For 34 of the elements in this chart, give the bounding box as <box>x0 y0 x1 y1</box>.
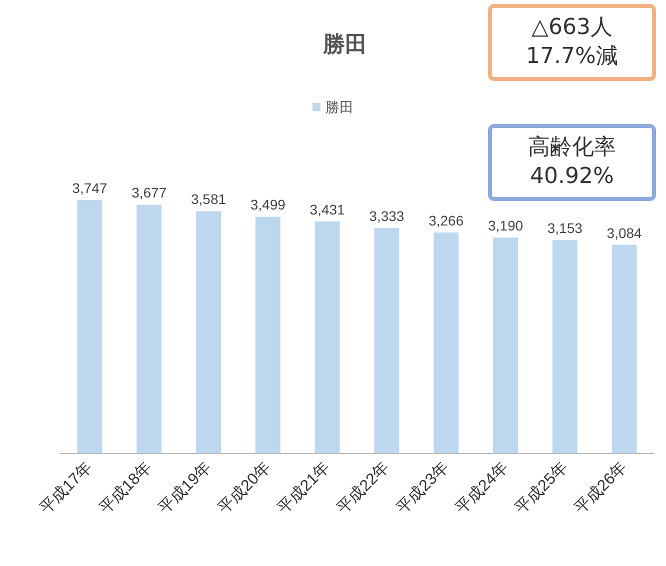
bar <box>136 204 162 453</box>
x-tick-label: 平成23年 <box>392 458 452 518</box>
x-tick-label: 平成20年 <box>214 458 274 518</box>
data-label: 3,333 <box>369 208 404 224</box>
bar <box>77 200 102 453</box>
data-label: 3,431 <box>310 201 346 218</box>
data-label: 3,581 <box>190 191 226 208</box>
bar <box>552 240 578 453</box>
data-label: 3,266 <box>428 212 464 228</box>
bar <box>434 232 459 453</box>
bar <box>314 221 340 453</box>
x-tick-label: 平成17年 <box>36 458 96 518</box>
data-label: 3,153 <box>547 220 583 236</box>
data-label: 3,677 <box>132 184 167 201</box>
callout-box: 高齢化率 40.92% <box>488 124 656 202</box>
x-tick-label: 平成25年 <box>512 458 571 518</box>
bar <box>374 228 400 453</box>
data-label: 3,747 <box>72 180 108 196</box>
bar <box>255 216 280 453</box>
chart-title: 勝田 <box>322 32 367 56</box>
x-tick-label: 平成22年 <box>333 458 393 518</box>
bar <box>196 211 221 453</box>
legend-label: 勝田 <box>326 99 354 115</box>
x-tick-label: 平成26年 <box>571 458 630 518</box>
callout-box: △663人 17.7%減 <box>488 4 656 82</box>
x-tick-label: 平成18年 <box>96 458 156 518</box>
data-label: 3,499 <box>250 196 286 213</box>
x-tick-label: 平成24年 <box>452 458 512 518</box>
data-label: 3,190 <box>488 218 524 234</box>
data-label: 3,084 <box>606 224 642 241</box>
bar <box>493 238 518 453</box>
bar <box>612 244 637 453</box>
x-tick-label: 平成19年 <box>155 458 215 518</box>
x-tick-label: 平成21年 <box>274 458 334 518</box>
